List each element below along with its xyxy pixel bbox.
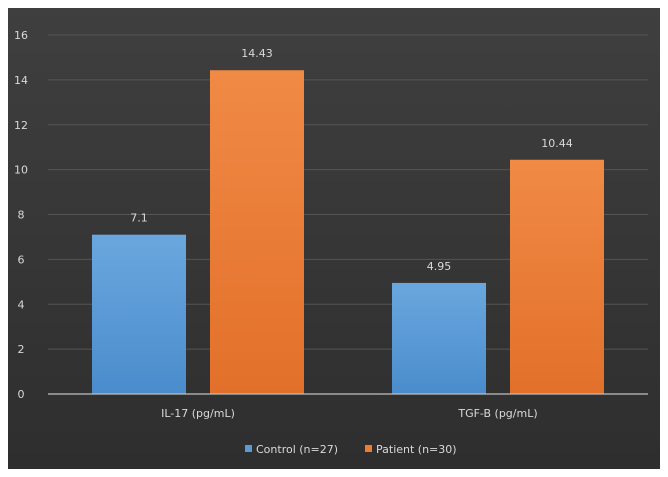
legend-swatch bbox=[365, 445, 372, 452]
legend-label: Control (n=27) bbox=[256, 443, 338, 456]
chart-container: 0 2 4 6 8 10 12 14 16 IL-17 (pg/mL) TGF-B (pg/mL)… bbox=[8, 8, 660, 469]
bar-chart: 0 2 4 6 8 10 12 14 16 IL-17 (pg/mL) TGF-B (pg/mL)… bbox=[8, 8, 660, 469]
legend-swatch bbox=[245, 445, 252, 452]
data-label: 14.43 bbox=[241, 47, 273, 60]
data-label: 4.95 bbox=[427, 260, 452, 273]
y-tick-label: 2 bbox=[18, 343, 25, 356]
y-tick-label: 6 bbox=[18, 253, 25, 266]
y-tick-label: 14 bbox=[14, 74, 28, 87]
y-axis-tick-labels: 0 2 4 6 8 10 12 14 16 bbox=[14, 29, 28, 401]
x-tick-label: IL-17 (pg/mL) bbox=[161, 407, 235, 420]
x-axis-tick-labels: IL-17 (pg/mL) TGF-B (pg/mL) bbox=[161, 407, 538, 420]
bars bbox=[92, 70, 604, 395]
legend: Control (n=27) Patient (n=30) bbox=[245, 443, 457, 456]
bar bbox=[92, 234, 186, 394]
bar bbox=[210, 70, 304, 395]
y-tick-label: 8 bbox=[18, 209, 25, 222]
legend-label: Patient (n=30) bbox=[376, 443, 457, 456]
bar bbox=[392, 282, 486, 394]
y-tick-label: 16 bbox=[14, 29, 28, 42]
x-tick-label: TGF-B (pg/mL) bbox=[457, 407, 537, 420]
y-tick-label: 12 bbox=[14, 119, 28, 132]
bar bbox=[510, 159, 604, 394]
data-label: 7.1 bbox=[130, 212, 148, 225]
data-labels: 7.1 14.43 4.95 10.44 bbox=[130, 47, 573, 273]
y-tick-label: 4 bbox=[18, 298, 25, 311]
y-tick-label: 0 bbox=[18, 388, 25, 401]
y-tick-label: 10 bbox=[14, 164, 28, 177]
data-label: 10.44 bbox=[541, 137, 573, 150]
